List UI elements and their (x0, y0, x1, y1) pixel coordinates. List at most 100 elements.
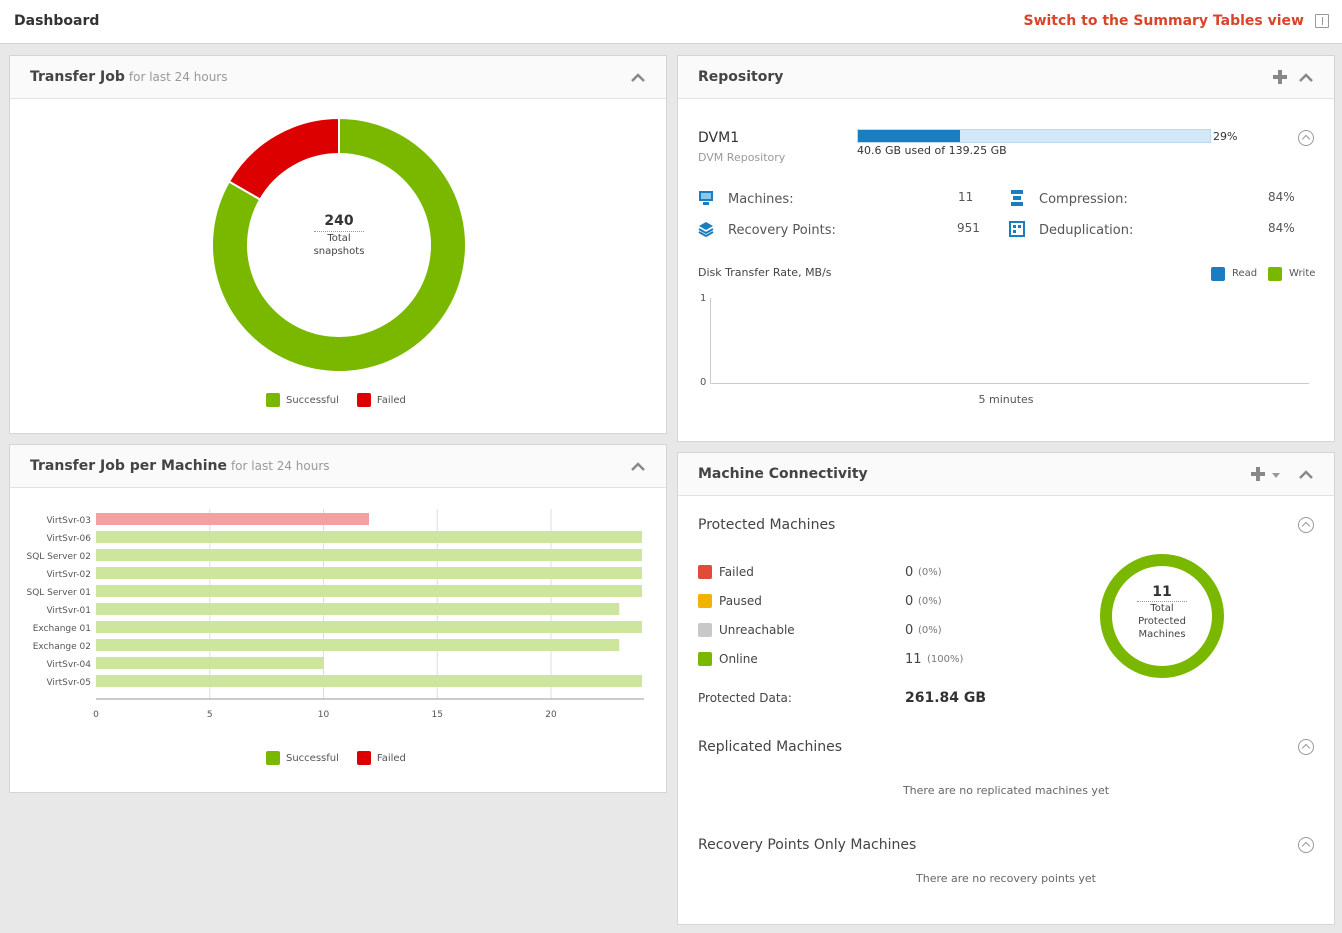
status-label-unreachable: Unreachable (719, 623, 795, 637)
collapse-transfer-per-machine-icon[interactable] (630, 459, 646, 473)
y-category-label: VirtSvr-02 (46, 570, 91, 580)
x-tick-label: 20 (545, 710, 557, 720)
status-value-failed: 0 (905, 565, 914, 580)
repository-title: Repository (698, 69, 784, 85)
donut-center-label-1: Total (327, 233, 351, 244)
status-percent-online: (100%) (927, 654, 964, 665)
status-label-failed: Failed (719, 565, 754, 579)
bar-successful[interactable] (96, 585, 642, 597)
transfer-per-machine-title: Transfer Job per Machine for last 24 hour… (30, 458, 330, 474)
collapse-dvm1-icon[interactable] (1298, 130, 1314, 146)
repository-panel: Repository DVM1 DVM Repository 29% 40.6 … (677, 55, 1335, 442)
compression-label: Compression: (1039, 192, 1128, 207)
legend-label-failed: Failed (376, 394, 406, 406)
bar-successful[interactable] (96, 675, 642, 687)
collapse-repository-icon[interactable] (1298, 70, 1314, 84)
status-percent-unreachable: (0%) (918, 625, 942, 636)
protected-donut-label-3: Machines (1138, 629, 1186, 640)
collapse-connectivity-icon[interactable] (1298, 467, 1314, 481)
repository-usage-text: 40.6 GB used of 139.25 GB (857, 144, 1007, 157)
bar-successful[interactable] (96, 603, 620, 615)
collapse-protected-icon[interactable] (1298, 517, 1314, 533)
rate-y-bottom: 0 (700, 377, 707, 388)
legend-swatch-read (1211, 267, 1225, 281)
rate-y-top: 1 (700, 293, 707, 304)
add-repository-icon[interactable] (1272, 69, 1288, 85)
transfer-job-subtitle: for last 24 hours (128, 70, 228, 84)
status-label-online: Online (719, 652, 758, 666)
rate-x-label: 5 minutes (978, 393, 1034, 406)
protected-donut-label-1: Total (1150, 603, 1174, 614)
y-category-label: VirtSvr-05 (46, 678, 91, 688)
y-category-label: SQL Server 01 (27, 588, 92, 598)
collapse-rp-only-icon[interactable] (1298, 837, 1314, 853)
transfer-job-legend: Successful Failed (266, 393, 406, 407)
bar-successful[interactable] (96, 639, 620, 651)
rp-only-empty-text: There are no recovery points yet (916, 872, 1096, 885)
repository-name: DVM1 (698, 130, 740, 146)
bar-successful[interactable] (96, 657, 324, 669)
replicated-machines-title: Replicated Machines (698, 739, 842, 755)
machines-value: 11 (958, 190, 974, 204)
legend-label-successful: Successful (286, 752, 339, 764)
recovery-points-icon (698, 221, 714, 241)
repository-header: Repository (678, 56, 1334, 99)
x-tick-label: 10 (318, 710, 330, 720)
compression-value: 84% (1268, 190, 1295, 204)
transfer-per-machine-bar-chart: 0 5 10 15 20 VirtSvr-03 VirtSvr-06 SQL Server 0… (27, 509, 644, 720)
donut-slice-successful[interactable] (211, 116, 467, 373)
bar-failed[interactable] (96, 513, 369, 525)
collapse-replicated-icon[interactable] (1298, 739, 1314, 755)
transfer-per-machine-title-text: Transfer Job per Machine (30, 458, 227, 474)
status-swatch-failed (698, 565, 712, 579)
y-category-label: Exchange 01 (33, 624, 91, 634)
deduplication-icon (1009, 221, 1025, 241)
add-machine-dropdown-icon[interactable] (1272, 473, 1280, 478)
deduplication-value: 84% (1268, 221, 1295, 235)
rp-only-machines-title: Recovery Points Only Machines (698, 837, 917, 853)
status-swatch-unreachable (698, 623, 712, 637)
status-swatch-paused (698, 594, 712, 608)
status-value-online: 11 (905, 652, 922, 667)
transfer-job-donut-chart (211, 116, 467, 373)
bar-successful[interactable] (96, 531, 642, 543)
transfer-job-title: Transfer Job for last 24 hours (30, 69, 228, 85)
bar-successful[interactable] (96, 567, 642, 579)
legend-label-read: Read (1232, 268, 1258, 279)
add-machine-icon[interactable] (1250, 466, 1266, 482)
switch-view-link[interactable]: Switch to the Summary Tables view (1023, 13, 1304, 29)
legend-label-successful: Successful (286, 394, 339, 406)
compression-icon (1009, 189, 1025, 211)
switch-view-icon[interactable] (1315, 14, 1329, 28)
donut-slice-failed[interactable] (227, 116, 340, 201)
donut-center-value: 240 (324, 213, 354, 229)
rate-y-axis (710, 298, 711, 384)
legend-swatch-failed (356, 393, 371, 407)
protected-donut-divider (1137, 601, 1187, 602)
machine-connectivity-panel: Machine Connectivity Protected Machines … (677, 452, 1335, 925)
y-category-label: VirtSvr-04 (46, 660, 91, 670)
status-percent-paused: (0%) (918, 596, 942, 607)
donut-center-label-2: snapshots (313, 246, 365, 257)
x-tick-label: 0 (93, 710, 99, 720)
machine-connectivity-title: Machine Connectivity (698, 466, 868, 482)
bar-successful[interactable] (96, 621, 642, 633)
disk-rate-title: Disk Transfer Rate, MB/s (698, 266, 832, 279)
status-value-unreachable: 0 (905, 623, 914, 638)
transfer-per-machine-subtitle: for last 24 hours (230, 459, 330, 473)
x-tick-label: 5 (207, 710, 213, 720)
legend-swatch-failed (356, 751, 371, 765)
replicated-empty-text: There are no replicated machines yet (902, 784, 1110, 797)
transfer-per-machine-panel: Transfer Job per Machine for last 24 hour… (9, 444, 667, 793)
protected-donut-value: 11 (1152, 584, 1172, 600)
bar-successful[interactable] (96, 549, 642, 561)
y-category-label: VirtSvr-06 (46, 534, 91, 544)
transfer-per-machine-legend: Successful Failed (266, 751, 406, 765)
collapse-transfer-job-icon[interactable] (630, 70, 646, 84)
repository-type: DVM Repository (698, 151, 786, 164)
x-tick-label: 15 (432, 710, 443, 720)
protected-machines-donut (1100, 554, 1224, 678)
y-category-label: VirtSvr-03 (46, 516, 91, 526)
protected-data-label: Protected Data: (698, 691, 792, 705)
status-swatch-online (698, 652, 712, 666)
